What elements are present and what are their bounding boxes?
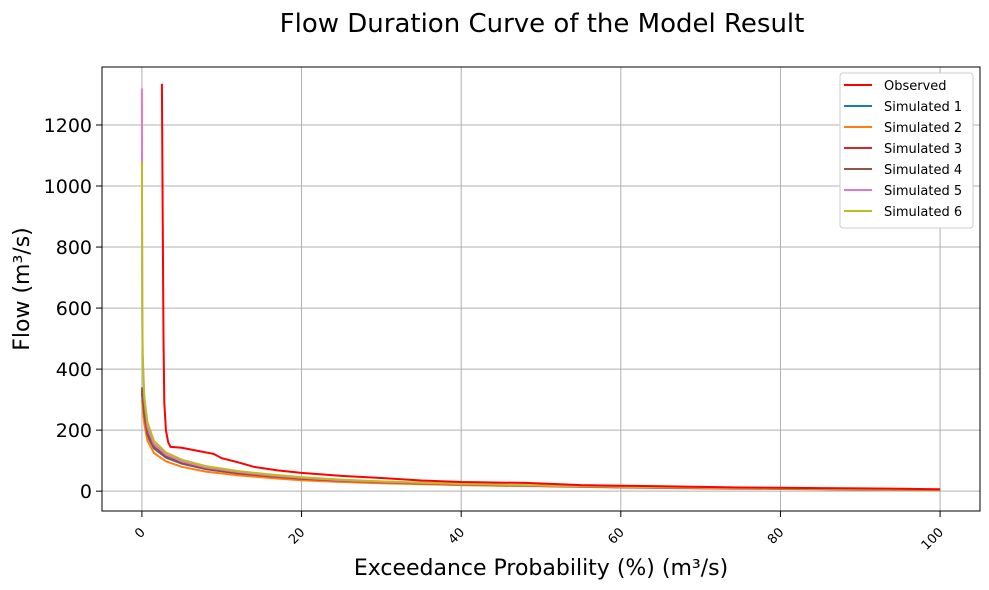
x-tick-label: 0 xyxy=(132,525,148,541)
legend-label: Simulated 6 xyxy=(884,205,962,220)
grid-lines xyxy=(102,67,980,511)
y-axis-label: Flow (m³/s) xyxy=(10,227,35,351)
x-tick-label: 40 xyxy=(446,525,468,547)
series-line-simulated-5 xyxy=(140,88,941,491)
chart-title: Flow Duration Curve of the Model Result xyxy=(280,9,805,39)
x-axis-label: Exceedance Probability (%) (m³/s) xyxy=(354,556,728,581)
y-tick-label: 800 xyxy=(56,237,92,259)
series-line-simulated-6 xyxy=(140,161,941,491)
y-tick-label: 200 xyxy=(56,420,92,442)
series-line-simulated-2 xyxy=(140,399,941,492)
legend-label: Simulated 1 xyxy=(884,100,962,115)
plot-frame xyxy=(101,66,981,512)
y-tick-label: 1200 xyxy=(44,115,92,137)
x-tick-label: 80 xyxy=(765,525,787,547)
x-tick-label: 60 xyxy=(605,525,627,547)
legend-label: Simulated 2 xyxy=(884,121,962,136)
x-tick-label: 20 xyxy=(286,525,308,547)
x-axis-ticks: 0 20 40 60 80 100 xyxy=(132,511,947,553)
series-line-observed xyxy=(160,83,941,491)
y-tick-label: 1000 xyxy=(44,176,92,198)
y-tick-label: 0 xyxy=(80,481,92,503)
legend-label: Simulated 4 xyxy=(884,163,962,178)
legend-box xyxy=(839,72,974,229)
y-tick-label: 400 xyxy=(56,359,92,381)
plot-area xyxy=(140,83,941,492)
legend-label: Simulated 3 xyxy=(884,142,962,157)
y-tick-label: 600 xyxy=(56,298,92,320)
legend-label: Simulated 5 xyxy=(884,184,962,199)
x-tick-label: 100 xyxy=(919,525,947,553)
legend-label: Observed xyxy=(884,79,947,94)
y-axis-ticks: 0 200 400 600 800 1000 1200 xyxy=(44,115,102,503)
legend: Observed Simulated 1 Simulated 2 Simulated … xyxy=(839,72,974,229)
